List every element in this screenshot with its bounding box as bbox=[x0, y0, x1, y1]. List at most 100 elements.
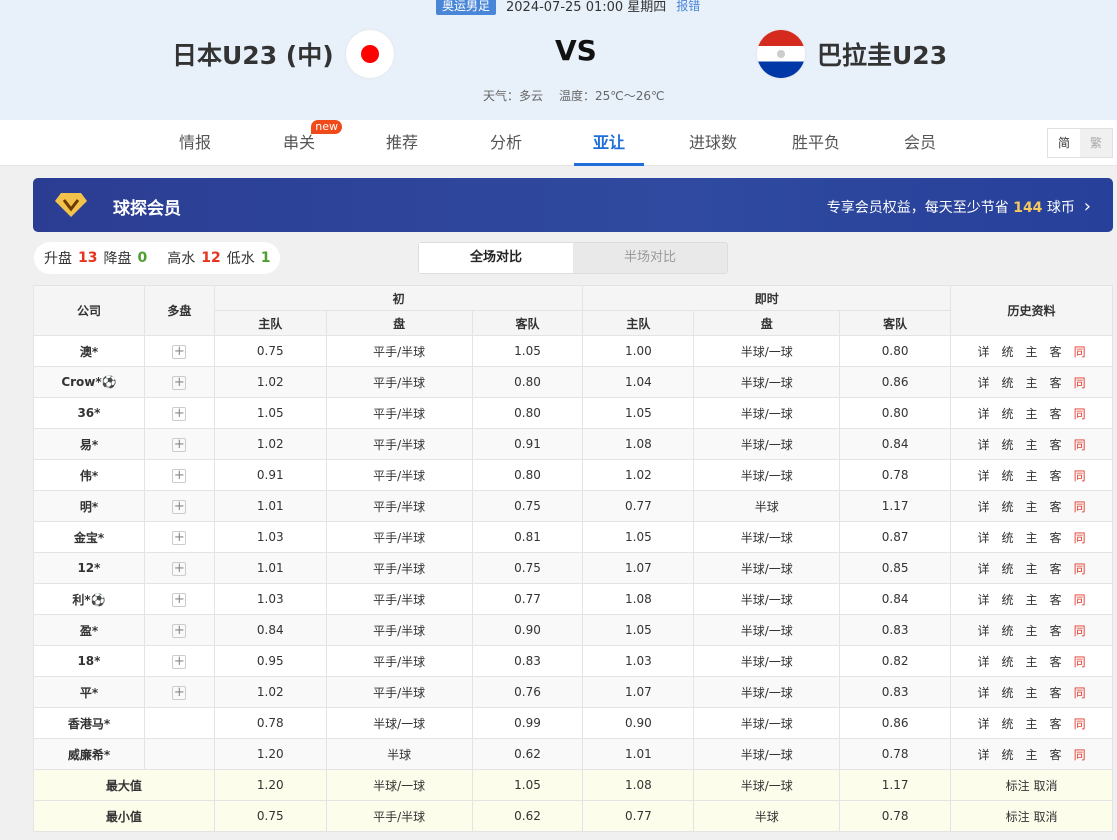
expand-plus-icon[interactable]: + bbox=[172, 591, 187, 607]
history-link[interactable]: 统 bbox=[1001, 468, 1014, 483]
history-link[interactable]: 同 bbox=[1073, 561, 1086, 576]
history-link[interactable]: 主 bbox=[1025, 716, 1038, 731]
history-link[interactable]: 同 bbox=[1073, 592, 1086, 607]
history-link[interactable]: 统 bbox=[1001, 623, 1014, 638]
history-link[interactable]: 主 bbox=[1025, 685, 1038, 700]
history-link[interactable]: 主 bbox=[1025, 592, 1038, 607]
expand-plus-icon[interactable]: + bbox=[172, 529, 187, 545]
history-link[interactable]: 同 bbox=[1073, 437, 1086, 452]
history-link[interactable]: 主 bbox=[1025, 375, 1038, 390]
history-link[interactable]: 客 bbox=[1049, 592, 1062, 607]
history-link[interactable]: 详 bbox=[977, 406, 990, 421]
history-link[interactable]: 客 bbox=[1049, 375, 1062, 390]
history-link[interactable]: 同 bbox=[1073, 685, 1086, 700]
tab-member[interactable]: 会员 bbox=[903, 133, 936, 152]
expand-plus-icon[interactable]: + bbox=[172, 405, 187, 421]
history-link[interactable]: 同 bbox=[1073, 747, 1086, 762]
history-link[interactable]: 同 bbox=[1073, 499, 1086, 514]
league-badge[interactable]: 奥运男足 bbox=[436, 0, 497, 15]
tab-1x2[interactable]: 胜平负 bbox=[791, 133, 840, 152]
mark-cancel-links[interactable]: 标注 取消 bbox=[950, 800, 1113, 832]
lang-traditional[interactable]: 繁 bbox=[1080, 129, 1112, 157]
expand-plus-icon[interactable]: + bbox=[172, 653, 187, 669]
home-team[interactable]: 日本U23 (中) bbox=[172, 30, 394, 78]
history-link[interactable]: 主 bbox=[1025, 344, 1038, 359]
expand-plus-icon[interactable]: + bbox=[172, 560, 187, 576]
history-link[interactable]: 详 bbox=[977, 592, 990, 607]
history-link[interactable]: 统 bbox=[1001, 499, 1014, 514]
company-name[interactable]: 12* bbox=[33, 552, 145, 584]
history-link[interactable]: 客 bbox=[1049, 623, 1062, 638]
history-link[interactable]: 客 bbox=[1049, 530, 1062, 545]
expand-plus-icon[interactable]: + bbox=[172, 622, 187, 638]
history-link[interactable]: 主 bbox=[1025, 623, 1038, 638]
history-link[interactable]: 详 bbox=[977, 623, 990, 638]
history-link[interactable]: 主 bbox=[1025, 530, 1038, 545]
history-link[interactable]: 客 bbox=[1049, 499, 1062, 514]
company-name[interactable]: 平* bbox=[33, 676, 145, 708]
company-name[interactable]: 明* bbox=[33, 490, 145, 522]
full-time-tab[interactable]: 全场对比 bbox=[419, 243, 573, 273]
company-name[interactable]: 盈* bbox=[33, 614, 145, 646]
mark-cancel-links[interactable]: 标注 取消 bbox=[950, 769, 1113, 801]
history-link[interactable]: 统 bbox=[1001, 344, 1014, 359]
tab-goals[interactable]: 进球数 bbox=[688, 133, 737, 152]
history-link[interactable]: 同 bbox=[1073, 406, 1086, 421]
history-link[interactable]: 详 bbox=[977, 747, 990, 762]
history-link[interactable]: 客 bbox=[1049, 406, 1062, 421]
vip-banner[interactable]: 球探会员 专享会员权益，每天至少节省 144 球币 › bbox=[33, 178, 1113, 232]
history-link[interactable]: 同 bbox=[1073, 530, 1086, 545]
history-link[interactable]: 客 bbox=[1049, 685, 1062, 700]
history-link[interactable]: 客 bbox=[1049, 468, 1062, 483]
company-name[interactable]: 易* bbox=[33, 428, 145, 460]
history-link[interactable]: 详 bbox=[977, 468, 990, 483]
tab-analysis[interactable]: 分析 bbox=[489, 133, 522, 152]
expand-plus-icon[interactable]: + bbox=[172, 467, 187, 483]
history-link[interactable]: 主 bbox=[1025, 406, 1038, 421]
company-name[interactable]: 澳* bbox=[33, 335, 145, 367]
history-link[interactable]: 统 bbox=[1001, 592, 1014, 607]
history-link[interactable]: 统 bbox=[1001, 530, 1014, 545]
history-link[interactable]: 主 bbox=[1025, 561, 1038, 576]
report-link[interactable]: 报错 bbox=[676, 0, 701, 13]
history-link[interactable]: 统 bbox=[1001, 375, 1014, 390]
history-link[interactable]: 详 bbox=[977, 654, 990, 669]
history-link[interactable]: 详 bbox=[977, 375, 990, 390]
expand-plus-icon[interactable]: + bbox=[172, 343, 187, 359]
history-link[interactable]: 详 bbox=[977, 344, 990, 359]
history-link[interactable]: 统 bbox=[1001, 685, 1014, 700]
history-link[interactable]: 详 bbox=[977, 716, 990, 731]
tab-asian-handicap[interactable]: 亚让 bbox=[574, 120, 644, 166]
history-link[interactable]: 客 bbox=[1049, 437, 1062, 452]
expand-plus-icon[interactable]: + bbox=[172, 498, 187, 514]
history-link[interactable]: 主 bbox=[1025, 654, 1038, 669]
company-name[interactable]: 18* bbox=[33, 645, 145, 677]
history-link[interactable]: 同 bbox=[1073, 468, 1086, 483]
history-link[interactable]: 主 bbox=[1025, 747, 1038, 762]
history-link[interactable]: 客 bbox=[1049, 344, 1062, 359]
history-link[interactable]: 客 bbox=[1049, 561, 1062, 576]
history-link[interactable]: 主 bbox=[1025, 437, 1038, 452]
history-link[interactable]: 详 bbox=[977, 499, 990, 514]
company-name[interactable]: 威廉希* bbox=[33, 738, 145, 770]
company-name[interactable]: Crow*⚽ bbox=[33, 366, 145, 398]
history-link[interactable]: 同 bbox=[1073, 344, 1086, 359]
lang-simplified[interactable]: 简 bbox=[1057, 136, 1070, 150]
history-link[interactable]: 同 bbox=[1073, 716, 1086, 731]
half-time-tab[interactable]: 半场对比 bbox=[573, 243, 727, 273]
history-link[interactable]: 统 bbox=[1001, 437, 1014, 452]
tab-parlay[interactable]: 串关 new bbox=[264, 120, 342, 166]
away-team[interactable]: 巴拉圭U23 bbox=[757, 30, 947, 78]
history-link[interactable]: 客 bbox=[1049, 747, 1062, 762]
history-link[interactable]: 主 bbox=[1025, 499, 1038, 514]
history-link[interactable]: 同 bbox=[1073, 654, 1086, 669]
history-link[interactable]: 统 bbox=[1001, 561, 1014, 576]
company-name[interactable]: 伟* bbox=[33, 459, 145, 491]
company-name[interactable]: 利*⚽ bbox=[33, 583, 145, 615]
history-link[interactable]: 详 bbox=[977, 437, 990, 452]
history-link[interactable]: 详 bbox=[977, 561, 990, 576]
history-link[interactable]: 客 bbox=[1049, 654, 1062, 669]
expand-plus-icon[interactable]: + bbox=[172, 436, 187, 452]
history-link[interactable]: 统 bbox=[1001, 406, 1014, 421]
history-link[interactable]: 统 bbox=[1001, 654, 1014, 669]
